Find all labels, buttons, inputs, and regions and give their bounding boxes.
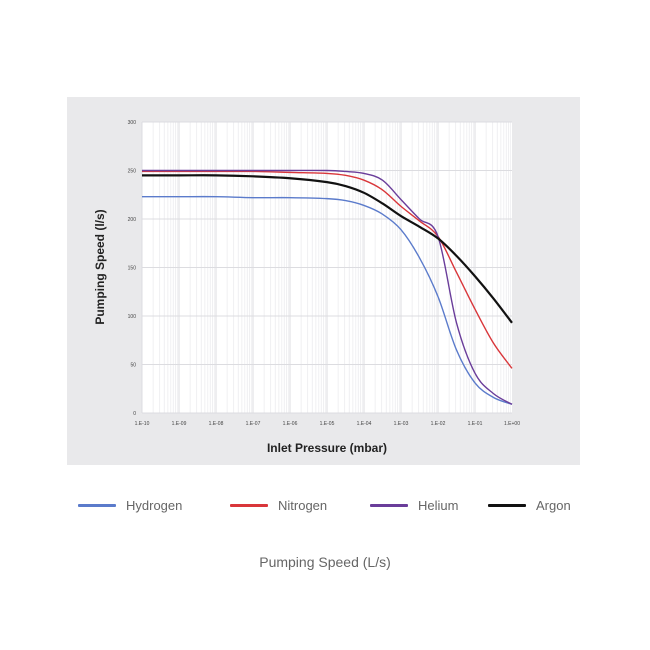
legend-item-nitrogen: Nitrogen: [230, 498, 327, 513]
series-line-hydrogen: [142, 195, 513, 405]
x-tick-label: 1.E-07: [246, 421, 261, 427]
x-tick-label: 1.E-08: [209, 421, 224, 427]
x-tick-label: 1.E-06: [283, 421, 298, 427]
x-tick-label: 1.E-01: [468, 421, 483, 427]
y-tick-label: 300: [128, 120, 137, 126]
x-tick-label: 1.E-09: [172, 421, 187, 427]
x-tick-label: 1.E-10: [135, 421, 150, 427]
chart-caption: Pumping Speed (L/s): [259, 554, 391, 570]
y-tick-label: 250: [128, 169, 137, 175]
pumping-speed-chart: 0 50 100 150 200 250 300 1.E-10 1.E-09 1.E-08 1.E…: [93, 120, 520, 455]
legend-item-hydrogen: Hydrogen: [78, 498, 182, 513]
legend-swatch: [488, 504, 526, 507]
legend-item-helium: Helium: [370, 498, 458, 513]
y-tick-label: 100: [128, 314, 137, 320]
y-tick-label: 150: [128, 266, 137, 272]
x-tick-label: 1.E+00: [504, 421, 520, 427]
x-axis-label: Inlet Pressure (mbar): [267, 441, 387, 455]
y-tick-label: 0: [133, 411, 136, 417]
legend-swatch: [230, 504, 268, 507]
chart-panel: 0 50 100 150 200 250 300 1.E-10 1.E-09 1.E-08 1.E…: [67, 97, 580, 465]
series-line-nitrogen: [142, 170, 513, 369]
legend-swatch: [370, 504, 408, 507]
x-tick-label: 1.E-03: [394, 421, 409, 427]
y-tick-label: 200: [128, 217, 137, 223]
y-tick-label: 50: [130, 363, 136, 369]
legend-label: Helium: [418, 498, 459, 513]
legend-label: Nitrogen: [278, 498, 328, 513]
legend: Hydrogen Nitrogen Helium Argon: [78, 498, 598, 518]
y-axis-label: Pumping Speed (l/s): [93, 209, 107, 324]
series-line-helium: [141, 169, 513, 405]
x-tick-label: 1.E-02: [431, 421, 446, 427]
legend-label: Argon: [536, 498, 571, 513]
legend-item-argon: Argon: [488, 498, 571, 513]
legend-swatch: [78, 504, 116, 507]
x-tick-label: 1.E-05: [320, 421, 335, 427]
legend-label: Hydrogen: [126, 498, 183, 513]
x-tick-label: 1.E-04: [357, 421, 372, 427]
series-line-argon: [142, 174, 513, 324]
